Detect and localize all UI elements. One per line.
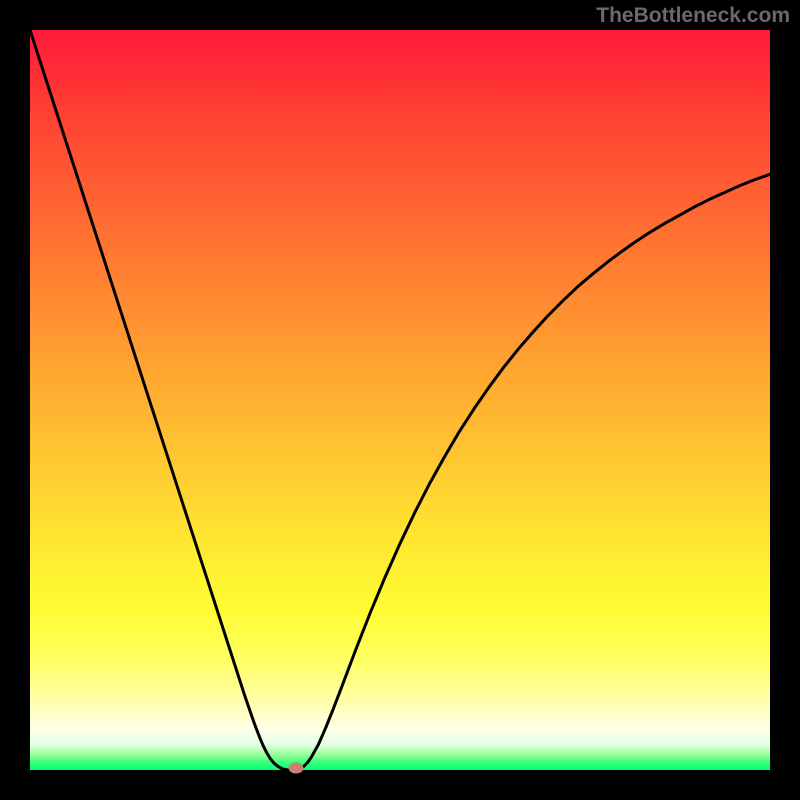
watermark-text: TheBottleneck.com	[596, 4, 790, 28]
minimum-marker	[289, 762, 304, 773]
curve-path	[30, 30, 770, 770]
bottleneck-curve	[30, 30, 770, 770]
plot-area	[30, 30, 770, 770]
